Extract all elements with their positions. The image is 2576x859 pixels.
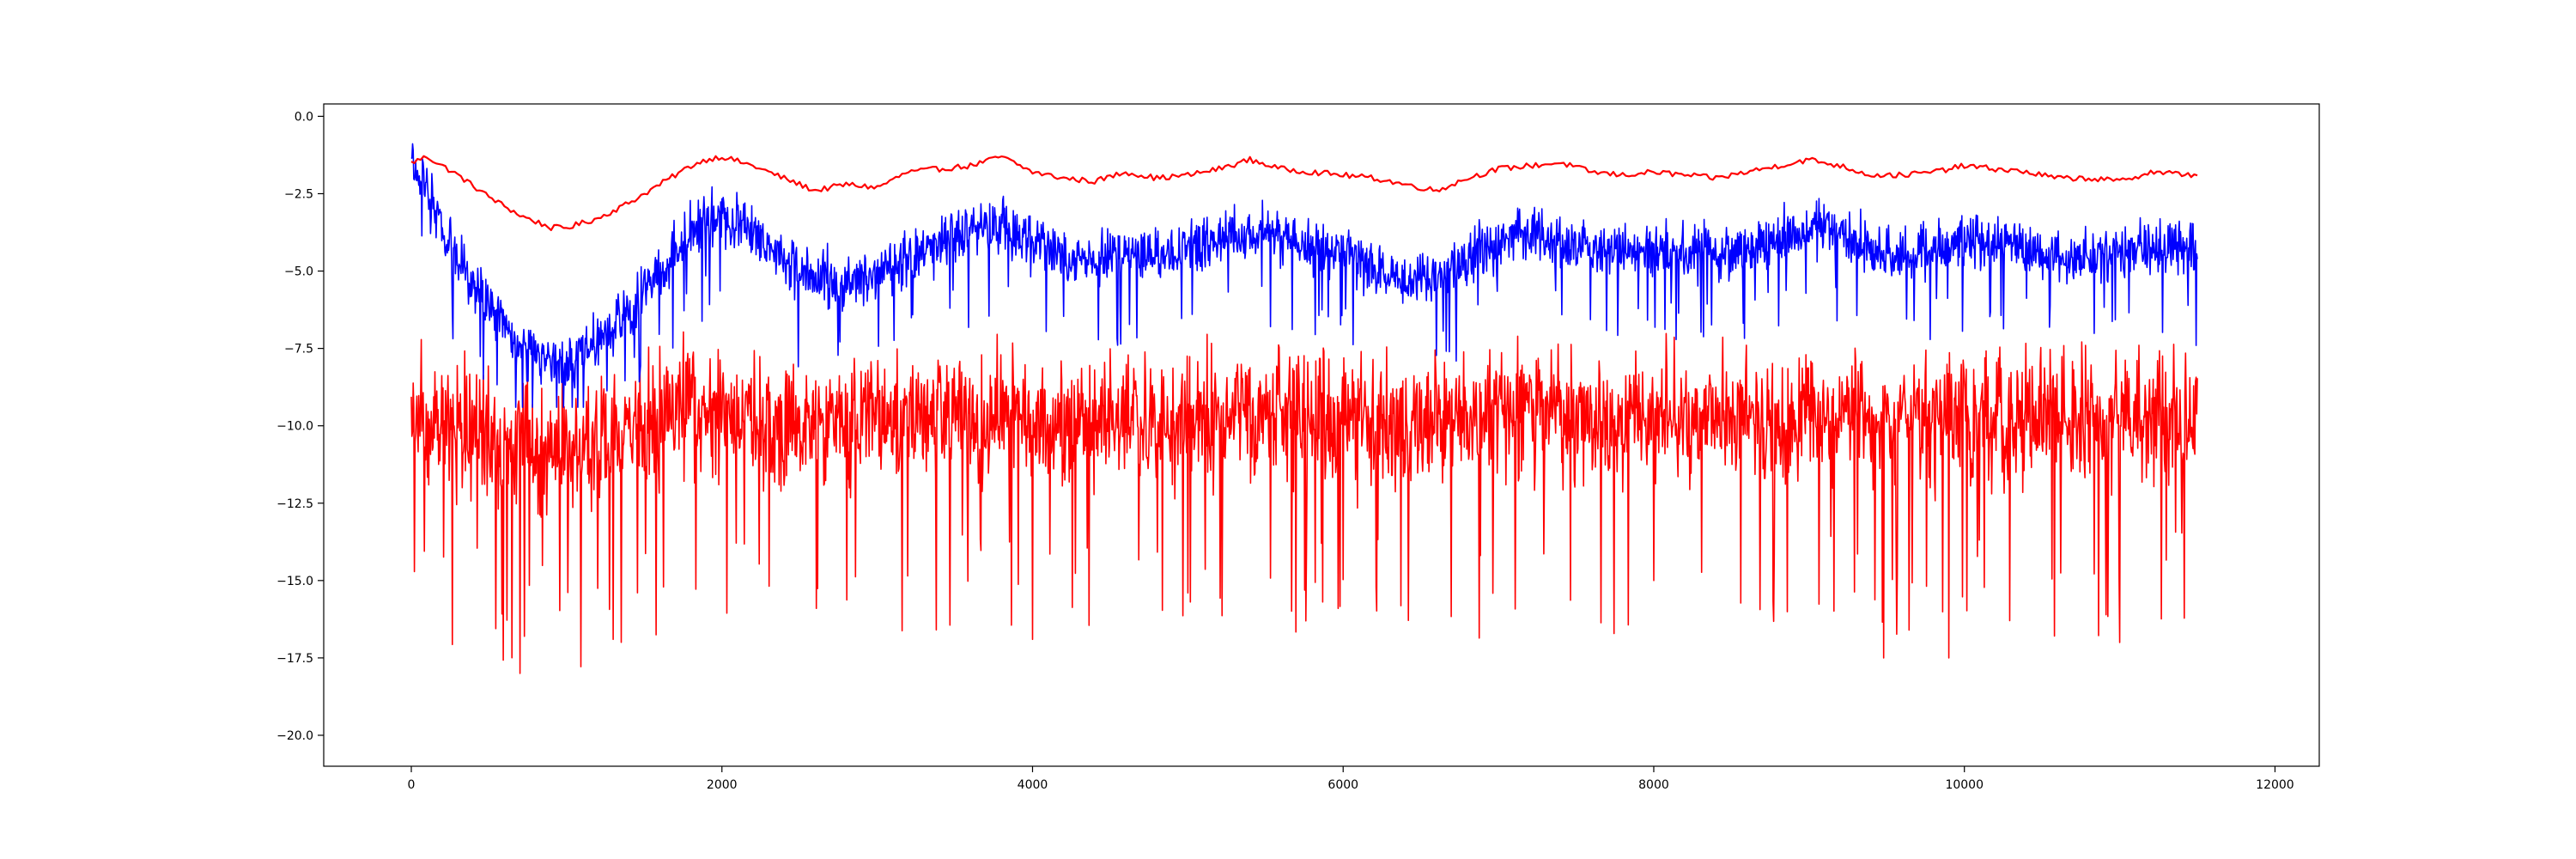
x-axis: 0 2000 4000 6000 8000 10000 12000: [408, 766, 2294, 792]
y-tick-label: −17.5: [276, 652, 313, 666]
y-tick-label: −20.0: [276, 729, 313, 743]
series-line-3: [410, 331, 2198, 674]
x-tick-label: 4000: [1018, 778, 1048, 792]
series-line-2: [410, 143, 2198, 408]
y-tick-label: −2.5: [284, 187, 313, 201]
y-tick-label: 0.0: [295, 110, 313, 124]
x-tick-label: 6000: [1327, 778, 1358, 792]
y-tick-label: −10.0: [276, 420, 313, 434]
y-tick-label: −7.5: [284, 343, 313, 356]
x-tick-label: 10000: [1945, 778, 1984, 792]
series-layer: [410, 143, 2198, 674]
y-tick-label: −5.0: [284, 265, 313, 279]
x-tick-label: 0: [408, 778, 416, 792]
plot-frame: [323, 103, 2320, 767]
x-tick-label: 2000: [707, 778, 738, 792]
y-tick-label: −15.0: [276, 575, 313, 588]
series-line-1: [410, 155, 2198, 231]
x-tick-label: 8000: [1638, 778, 1669, 792]
y-axis: 0.0 −2.5 −5.0 −7.5 −10.0 −12.5 −15.0 −17.5 −20.0: [276, 110, 324, 743]
y-tick-label: −12.5: [276, 497, 313, 511]
x-tick-label: 12000: [2256, 778, 2294, 792]
